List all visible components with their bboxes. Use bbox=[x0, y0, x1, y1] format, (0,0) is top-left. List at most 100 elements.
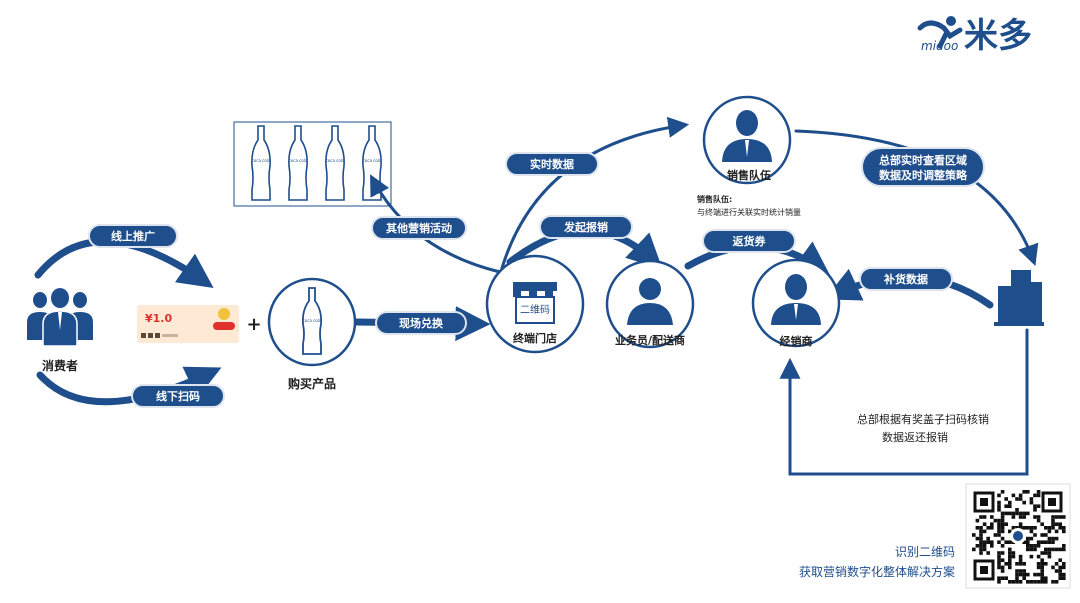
qr-module bbox=[1033, 572, 1037, 577]
qr-module bbox=[979, 526, 983, 530]
coupon-price: ¥1.0 bbox=[145, 312, 172, 325]
qr-module bbox=[1051, 522, 1055, 526]
qr-module bbox=[1004, 562, 1008, 566]
qr-module bbox=[990, 540, 994, 544]
qr-module bbox=[997, 526, 1001, 530]
bottle-label: coca cola bbox=[363, 158, 382, 163]
qr-module bbox=[1044, 547, 1048, 552]
qr-module bbox=[1033, 526, 1037, 530]
qr-module bbox=[1058, 572, 1062, 577]
qr-module bbox=[1058, 576, 1062, 580]
qr-module bbox=[1004, 504, 1008, 508]
qr-module bbox=[1008, 558, 1012, 562]
bottle-icon: coca cola bbox=[301, 287, 323, 355]
qr-module bbox=[990, 515, 994, 519]
svg-text:发起报销: 发起报销 bbox=[563, 220, 608, 234]
qr-module bbox=[1033, 508, 1037, 512]
qr-module bbox=[1022, 540, 1026, 544]
qr-module bbox=[1062, 565, 1066, 570]
qr-logo-icon bbox=[1013, 531, 1023, 541]
coupon-use-button bbox=[213, 322, 235, 330]
qr-module bbox=[1036, 562, 1041, 566]
qr-module bbox=[1051, 526, 1055, 530]
qr-module bbox=[982, 522, 987, 526]
qr-module bbox=[1008, 565, 1012, 570]
qr-module bbox=[1022, 511, 1026, 516]
qr-module bbox=[1029, 580, 1034, 584]
lock-icon bbox=[218, 308, 230, 320]
pill-initiate-reimburse: 发起报销 bbox=[539, 215, 633, 239]
qr-module bbox=[979, 533, 983, 537]
qr-module bbox=[1062, 572, 1066, 577]
qr-module bbox=[1033, 580, 1037, 584]
bottle-label: coca cola bbox=[289, 158, 308, 163]
coupon-card: ¥1.0 bbox=[137, 305, 239, 343]
bottle-icon: coca cola bbox=[288, 125, 308, 201]
qr-module bbox=[1054, 562, 1059, 566]
qr-module bbox=[1018, 558, 1023, 562]
pill-return-voucher: 返货券 bbox=[702, 229, 796, 253]
qr-module bbox=[1058, 569, 1062, 573]
qr-module bbox=[997, 554, 1001, 559]
qr-module bbox=[979, 515, 983, 519]
qr-module bbox=[1018, 511, 1023, 516]
qr-module bbox=[1008, 529, 1012, 534]
qr-module bbox=[979, 536, 983, 541]
pill-onsite-redeem: 现场兑换 bbox=[375, 311, 467, 335]
store-sign: 二维码 bbox=[520, 303, 550, 316]
qr-module bbox=[1047, 554, 1052, 559]
qr-module bbox=[1054, 515, 1059, 519]
qr-module bbox=[1015, 580, 1019, 584]
consumer-label: 消费者 bbox=[42, 358, 78, 373]
qr-module bbox=[1022, 500, 1026, 505]
qr-module bbox=[1040, 533, 1044, 537]
qr-module bbox=[1011, 554, 1016, 559]
qr-module bbox=[1040, 565, 1044, 570]
qr-module bbox=[1029, 497, 1034, 501]
qr-module bbox=[982, 515, 987, 519]
qr-module bbox=[986, 540, 990, 544]
qr-module bbox=[1047, 547, 1052, 552]
svg-text:补货数据: 补货数据 bbox=[883, 272, 928, 286]
qr-module bbox=[979, 529, 983, 534]
qr-module bbox=[1033, 515, 1037, 519]
bottle-label: coca cola bbox=[252, 158, 271, 163]
bottle-label: coca cola bbox=[303, 318, 322, 323]
qr-module bbox=[1051, 536, 1055, 541]
qr-module bbox=[1054, 529, 1059, 534]
qr-module bbox=[997, 522, 1001, 526]
qr-module bbox=[1029, 554, 1034, 559]
qr-module bbox=[1051, 580, 1055, 584]
qr-module bbox=[1040, 576, 1044, 580]
qr-module bbox=[1008, 504, 1012, 508]
qr-module bbox=[997, 562, 1001, 566]
qr-module bbox=[1000, 544, 1005, 548]
qr-module bbox=[1062, 515, 1066, 519]
qr-module bbox=[1026, 526, 1030, 530]
qr-module bbox=[1051, 540, 1055, 544]
qr-module bbox=[1008, 562, 1012, 566]
qr-module bbox=[1011, 515, 1016, 519]
qr-caption-1: 识别二维码 bbox=[895, 545, 955, 559]
svg-text:其他营销活动: 其他营销活动 bbox=[386, 221, 452, 235]
qr-module bbox=[1051, 565, 1055, 570]
pill-restock-data: 补货数据 bbox=[859, 267, 953, 291]
pill-other-activities: 其他营销活动 bbox=[371, 216, 467, 240]
qr-module bbox=[1058, 515, 1062, 519]
qr-module bbox=[1011, 511, 1016, 516]
qr-module bbox=[1018, 522, 1023, 526]
qr-module bbox=[1015, 526, 1019, 530]
arrow-hq-reimburse bbox=[779, 328, 1029, 476]
hq-reimburse-note-2: 数据返还报销 bbox=[882, 430, 948, 444]
qr-module bbox=[1000, 515, 1005, 519]
midoo-logo: midoo 米多 bbox=[917, 16, 1032, 56]
qr-module bbox=[1033, 493, 1037, 498]
qr-module bbox=[1040, 522, 1044, 526]
qr-module bbox=[1044, 533, 1048, 537]
qr-module bbox=[997, 508, 1001, 512]
qr-module bbox=[986, 551, 990, 555]
qr-module bbox=[1054, 580, 1059, 584]
consumer-node: 消费者 bbox=[27, 288, 93, 373]
pill-hq-view: 总部实时查看区域 数据及时调整策略 bbox=[861, 147, 985, 187]
qr-module bbox=[1040, 562, 1044, 566]
